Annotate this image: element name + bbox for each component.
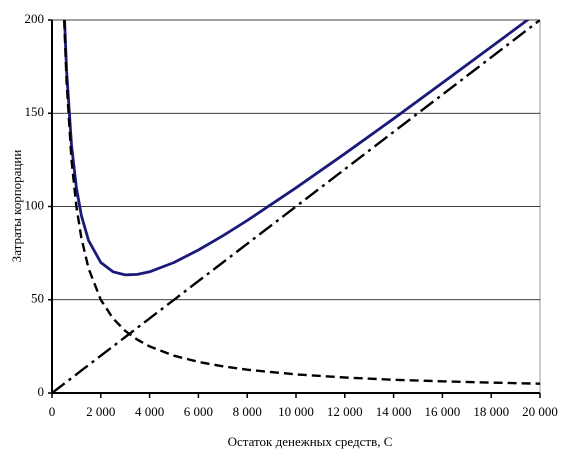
x-tick-label: 0 <box>49 404 56 419</box>
y-tick-label: 200 <box>25 11 45 26</box>
series-line <box>63 20 540 385</box>
x-tick-label: 10 000 <box>278 404 314 419</box>
x-axis-label: Остаток денежных средств, С <box>228 434 393 449</box>
y-tick-label: 0 <box>38 384 45 399</box>
x-tick-label: 4 000 <box>135 404 164 419</box>
x-tick-label: 14 000 <box>376 404 412 419</box>
x-tick-label: 12 000 <box>327 404 363 419</box>
x-tick-label: 2 000 <box>86 404 115 419</box>
x-tick-label: 6 000 <box>184 404 213 419</box>
series-line <box>52 20 540 393</box>
series-line <box>63 20 530 277</box>
y-axis-label: Затраты корпорации <box>9 150 24 263</box>
x-tick-label: 18 000 <box>473 404 509 419</box>
x-tick-label: 20 000 <box>522 404 558 419</box>
y-tick-label: 150 <box>25 104 45 119</box>
y-tick-label: 100 <box>25 197 45 212</box>
y-tick-label: 50 <box>31 291 44 306</box>
x-tick-label: 16 000 <box>425 404 461 419</box>
x-tick-label: 8 000 <box>233 404 262 419</box>
